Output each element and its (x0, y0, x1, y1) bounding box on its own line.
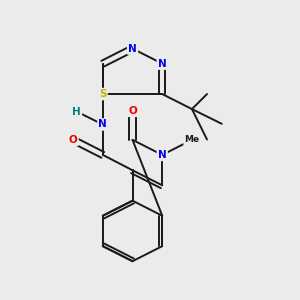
Text: Me: Me (184, 135, 200, 144)
Text: N: N (128, 44, 137, 54)
Text: N: N (158, 150, 167, 160)
Text: N: N (158, 58, 167, 69)
Text: O: O (69, 135, 77, 145)
Text: O: O (128, 106, 137, 116)
Text: N: N (98, 119, 107, 130)
Text: S: S (99, 89, 106, 99)
Text: H: H (72, 106, 81, 116)
